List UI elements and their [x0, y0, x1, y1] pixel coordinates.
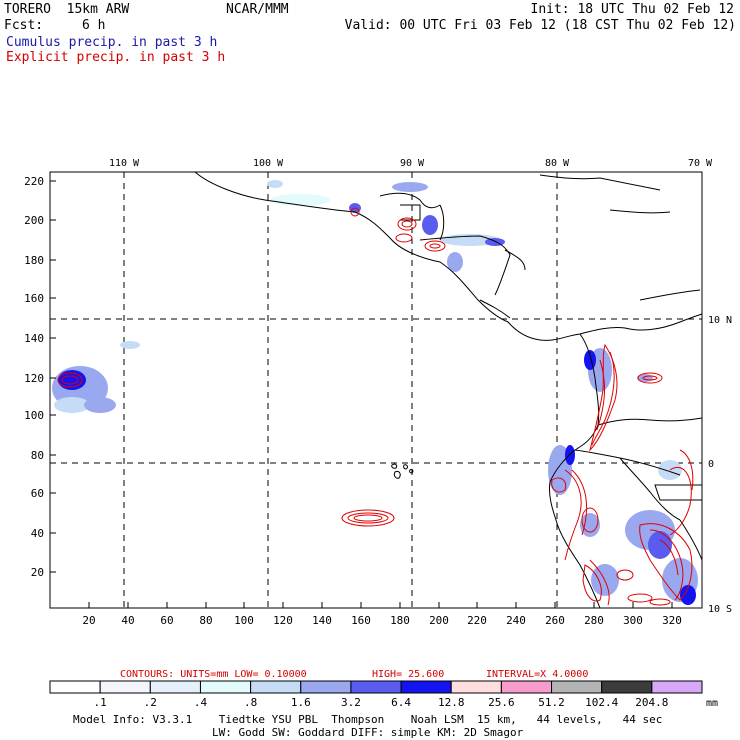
colorbar-box: [651, 680, 703, 694]
colorbar-box: [450, 680, 502, 694]
lon-label: 110 W: [109, 158, 140, 169]
colorbar-box: [551, 680, 603, 694]
x-tick-label: 220: [467, 614, 487, 627]
y-tick-label: 160: [24, 292, 44, 305]
colorbar-unit: mm: [706, 698, 718, 709]
lon-label: 80 W: [545, 158, 570, 169]
forecast-hour: 6 h: [82, 18, 106, 33]
contour-interval: INTERVAL=X 4.0000: [486, 669, 588, 680]
x-tick-label: 120: [273, 614, 293, 627]
lon-label: 90 W: [400, 158, 425, 169]
x-tick-label: 60: [160, 614, 173, 627]
y-tick-label: 40: [31, 527, 44, 540]
model-info: Model Info: V3.3.1 Tiedtke YSU PBL Thomp…: [73, 713, 663, 726]
colorbar-label: 51.2: [538, 696, 565, 709]
valid-time: Valid: 00 UTC Fri 03 Feb 12 (18 CST Thu …: [344, 18, 736, 33]
lon-label: 100 W: [253, 158, 284, 169]
colorbar-box: [149, 680, 201, 694]
lat-lon-grid: [50, 172, 702, 608]
colorbar-label: 12.8: [438, 696, 465, 709]
colorbar-label: .8: [244, 696, 257, 709]
x-tick-label: 40: [121, 614, 134, 627]
lat-label: 10 S: [708, 604, 732, 615]
contour-units: CONTOURS: UNITS=mm LOW= 0.10000: [120, 669, 307, 680]
colorbar-box: [199, 680, 252, 694]
y-tick-label: 60: [31, 487, 44, 500]
x-tick-label: 20: [82, 614, 95, 627]
colorbar-box: [400, 680, 452, 694]
x-tick-label: 100: [234, 614, 254, 627]
x-tick-label: 300: [623, 614, 643, 627]
x-tick-label: 260: [545, 614, 565, 627]
explicit-contours: [57, 207, 694, 606]
lat-label: 10 N: [708, 315, 732, 326]
y-tick-label: 200: [24, 214, 44, 227]
lon-label: 70 W: [688, 158, 713, 169]
y-tick-label: 220: [24, 175, 44, 188]
lat-label: 0: [708, 459, 714, 470]
colorbar-box: [601, 680, 653, 694]
colorbar-labels: .1 .2 .4 .8 1.6 3.2 6.4 12.8 25.6 51.2 102.4 204.8: [94, 696, 669, 709]
org-label: NCAR/MMM: [226, 2, 289, 17]
colorbar-boxes: [49, 680, 703, 694]
colorbar-label: .1: [94, 696, 107, 709]
colorbar-label: 6.4: [391, 696, 411, 709]
colorbar-box: [300, 680, 352, 694]
y-tick-label: 100: [24, 409, 44, 422]
colorbar-box: [99, 680, 151, 694]
x-tick-label: 140: [312, 614, 332, 627]
x-tick-label: 200: [429, 614, 449, 627]
forecast-label: Fcst:: [4, 18, 44, 33]
colorbar-box: [250, 680, 302, 694]
colorbar-box: [49, 680, 101, 694]
y-tick-label: 80: [31, 449, 44, 462]
cumulus-legend: Cumulus precip. in past 3 h: [6, 35, 218, 50]
y-tick-label: 20: [31, 566, 44, 579]
physics-info: LW: Godd SW: Goddard DIFF: simple KM: 2D…: [212, 726, 524, 739]
colorbar-label: 102.4: [585, 696, 618, 709]
colorbar-label: 25.6: [488, 696, 515, 709]
colorbar-label: .2: [144, 696, 157, 709]
x-tick-label: 240: [506, 614, 526, 627]
y-tick-label: 120: [24, 372, 44, 385]
x-tick-label: 160: [351, 614, 371, 627]
y-tick-label: 180: [24, 254, 44, 267]
axis-ticks: [50, 180, 673, 608]
map-frame: [49, 171, 703, 609]
x-tick-label: 180: [390, 614, 410, 627]
contour-high: HIGH= 25.600: [372, 669, 444, 680]
explicit-legend: Explicit precip. in past 3 h: [6, 50, 226, 65]
colorbar-label: 1.6: [291, 696, 311, 709]
colorbar-label: .4: [194, 696, 208, 709]
x-tick-label: 320: [662, 614, 682, 627]
cumulus-precip: [52, 180, 698, 605]
colorbar-label: 3.2: [341, 696, 361, 709]
x-tick-label: 280: [584, 614, 604, 627]
model-title: TORERO 15km ARW: [4, 2, 130, 17]
x-tick-label: 80: [199, 614, 212, 627]
colorbar-label: 204.8: [635, 696, 668, 709]
colorbar-box: [350, 680, 402, 694]
init-time: Init: 18 UTC Thu 02 Feb 12: [530, 2, 735, 17]
coastlines: [194, 171, 703, 609]
y-tick-label: 140: [24, 332, 44, 345]
colorbar-box: [500, 680, 553, 694]
